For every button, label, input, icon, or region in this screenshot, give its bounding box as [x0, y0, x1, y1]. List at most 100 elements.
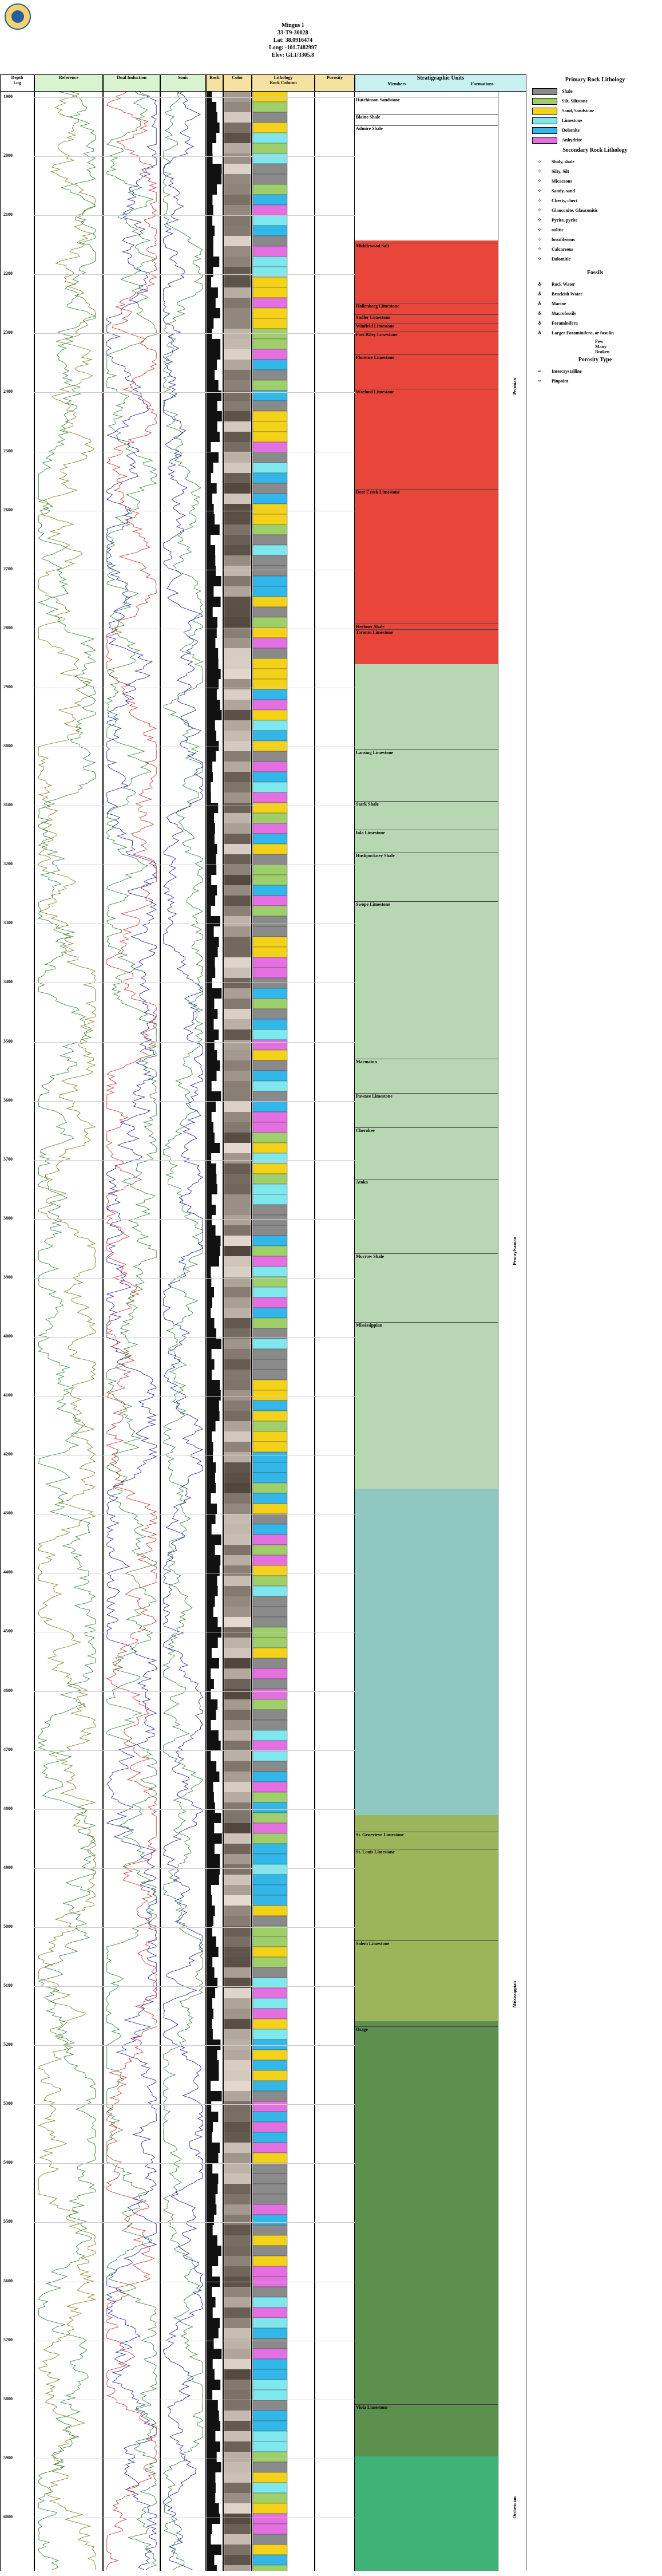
lithology-interval [252, 122, 288, 133]
color-heading: Color [223, 74, 252, 92]
lithology-interval [252, 287, 288, 298]
depth-gridline [34, 156, 355, 157]
lithology-interval [252, 2307, 288, 2318]
color-interval [224, 257, 251, 267]
legend-pattern-icon: ⁘ [537, 236, 542, 242]
lithology-interval [252, 92, 288, 102]
color-interval [224, 1019, 251, 1029]
rock-bar [207, 1978, 218, 1988]
lithology-interval [252, 957, 288, 968]
rock-bar [207, 1256, 219, 1267]
rock-bar [207, 1813, 221, 1823]
color-interval [224, 2143, 251, 2153]
rock-bar [207, 2246, 221, 2256]
depth-label: 2700 [3, 566, 13, 571]
color-interval [224, 2493, 251, 2503]
lithology-interval [252, 143, 288, 154]
rock-bar [207, 2472, 216, 2483]
rock-bar [207, 2565, 217, 2571]
depth-gridline [34, 215, 355, 216]
legend-primary-row: Sand, Sandstone [532, 106, 658, 116]
lithology-interval [252, 194, 288, 206]
legend-label: Macrofossils [552, 311, 576, 316]
color-interval [224, 442, 251, 452]
strat-band [355, 664, 498, 1489]
depth-label: 3100 [3, 802, 13, 808]
lithology-interval [252, 2400, 288, 2411]
legend-label: Glauconite, Glauconitic [552, 208, 598, 213]
lithology-interval [252, 1173, 288, 1185]
color-interval [224, 298, 251, 308]
color-interval [224, 1205, 251, 1215]
depth-label: 2100 [3, 212, 13, 218]
depth-label: 3900 [3, 1274, 13, 1280]
lithology-interval [252, 1359, 288, 1370]
lithology-interval [252, 1565, 288, 1576]
rock-bar [207, 2555, 215, 2565]
rock-bar [207, 741, 219, 751]
rock-bar [207, 1102, 216, 1112]
rock-bar [207, 1658, 219, 1668]
legend-label: Shaly, shale [552, 159, 575, 164]
lithology-interval [252, 926, 288, 937]
lithology-interval [252, 885, 288, 896]
primary-lithology-list: Shale Silt, Siltstone Sand, Sandstone Limes… [532, 86, 658, 145]
color-interval [224, 1328, 251, 1339]
rock-bar [207, 1370, 212, 1380]
color-interval [224, 1483, 251, 1493]
rock-bar [207, 1483, 216, 1493]
rock-bar [207, 947, 218, 957]
rock-bar [207, 432, 220, 442]
lithology-interval [252, 2389, 288, 2401]
lithology-interval [252, 163, 288, 175]
rock-bar [207, 473, 211, 483]
color-interval [224, 2173, 251, 2184]
depth-label: 4000 [3, 1334, 13, 1339]
depth-gridline [34, 2222, 355, 2223]
depth-label: 5600 [3, 2278, 13, 2283]
depth-gridline [34, 2045, 355, 2046]
color-interval [224, 1339, 251, 1349]
formation-top-line [355, 125, 498, 126]
rock-bar [207, 514, 215, 524]
color-interval [224, 844, 251, 854]
rock-bar [207, 92, 212, 102]
legend-label: Pyrite, pyrite [552, 218, 578, 223]
lithology-interval [252, 1493, 288, 1504]
lithology-interval [252, 1637, 288, 1648]
lithology-interval [252, 1905, 288, 1916]
depth-gridline [34, 1927, 355, 1928]
color-interval [224, 2452, 251, 2462]
rock-bar [207, 916, 220, 926]
color-interval [224, 1947, 251, 1957]
color-interval [224, 236, 251, 246]
lithology-interval [252, 1050, 288, 1061]
rock-bar [207, 411, 222, 421]
color-interval [224, 658, 251, 669]
lithology-interval [252, 617, 288, 628]
rock-bar [207, 2101, 212, 2112]
rock-bar [207, 1802, 215, 1813]
lithology-interval [252, 514, 288, 525]
rock-bar [207, 1565, 220, 1576]
color-interval [224, 1565, 251, 1576]
color-interval [224, 1081, 251, 1091]
lithology-interval [252, 864, 288, 875]
lithology-interval [252, 1750, 288, 1762]
lithology-interval [252, 1596, 288, 1607]
rock-bar [207, 1885, 211, 1895]
lithology-interval [252, 658, 288, 669]
rock-column-label: Rock Column [269, 80, 297, 85]
rock-bar [207, 1205, 216, 1215]
fossil-icon: δ [538, 319, 541, 326]
lithology-interval [252, 1915, 288, 1927]
lithology-interval [252, 761, 288, 772]
fossil-icon: δ [538, 300, 541, 306]
lithology-interval [252, 1451, 288, 1463]
color-interval [224, 92, 251, 102]
lithology-interval [252, 2379, 288, 2390]
rock-bar [207, 586, 214, 597]
period-label: Ordovician [512, 2496, 517, 2519]
lithology-interval [252, 1400, 288, 1411]
rock-bar [207, 906, 211, 916]
